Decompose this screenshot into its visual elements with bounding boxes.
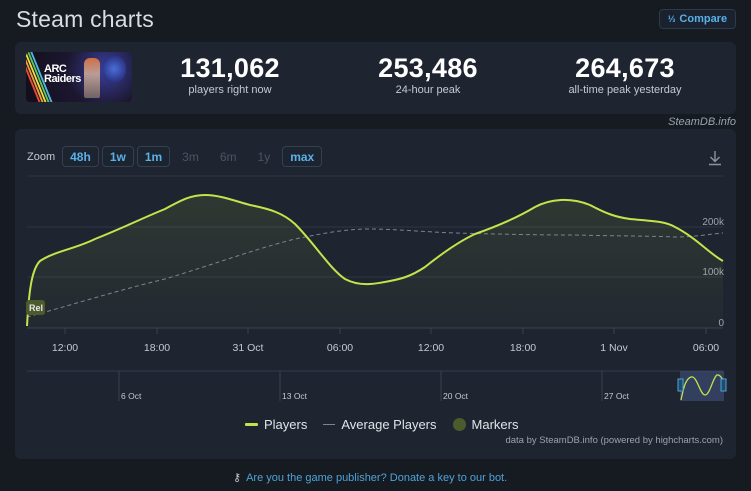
legend-average-players[interactable]: Average Players (323, 417, 437, 432)
players-swatch (245, 423, 258, 426)
character-art (102, 54, 126, 84)
svg-text:Rel: Rel (29, 303, 43, 313)
navigator-handle-left (677, 378, 684, 392)
markers-swatch (452, 418, 466, 431)
key-icon: ⚷ (233, 472, 242, 484)
players-area (27, 195, 723, 328)
game-logo: ARC Raiders (44, 63, 81, 85)
svg-text:6 Oct: 6 Oct (121, 391, 142, 401)
svg-text:18:00: 18:00 (510, 342, 536, 354)
stat-current-players: 131,062 players right now (180, 53, 280, 96)
zoom-max-button[interactable]: max (282, 146, 323, 167)
steamdb-watermark: SteamDB.info (668, 116, 736, 128)
sort-numeric-icon: ⅓ (667, 13, 676, 24)
average-swatch (323, 424, 336, 425)
zoom-1m-button[interactable]: 1m (136, 146, 171, 167)
zoom-label: Zoom (27, 150, 56, 163)
svg-text:13 Oct: 13 Oct (282, 391, 308, 401)
zoom-1y-button: 1y (257, 149, 271, 164)
svg-text:27 Oct: 27 Oct (604, 391, 630, 401)
players-chart[interactable]: 200k 100k 0 Rel 12:00 18:00 31 (15, 129, 736, 459)
compare-label: Compare (679, 13, 728, 25)
legend-players[interactable]: Players (245, 417, 307, 432)
compare-button[interactable]: ⅓ Compare (659, 9, 736, 29)
stats-panel: ARC Raiders 131,062 players right now 25… (15, 42, 736, 114)
zoom-6m-button: 6m (219, 149, 237, 164)
navigator-handle-right (720, 378, 727, 392)
average-players-line (26, 228, 724, 318)
release-marker[interactable]: Rel (26, 300, 45, 315)
svg-text:12:00: 12:00 (52, 342, 78, 354)
navigator-series (680, 374, 725, 401)
svg-text:18:00: 18:00 (144, 342, 170, 354)
zoom-1w-button[interactable]: 1w (101, 146, 134, 167)
svg-text:06:00: 06:00 (327, 342, 353, 354)
chart-legend: Players Average Players Markers (245, 417, 518, 432)
page-title: Steam charts (16, 6, 154, 32)
navigator[interactable]: 6 Oct 13 Oct 20 Oct 27 Oct (27, 370, 727, 401)
x-axis-ticks (64, 328, 707, 334)
svg-text:06:00: 06:00 (693, 342, 719, 354)
svg-text:1 Nov: 1 Nov (600, 342, 628, 354)
astronaut-art (84, 58, 100, 98)
zoom-48h-button[interactable]: 48h (62, 146, 99, 167)
zoom-3m-button: 3m (182, 149, 199, 164)
navigator-labels: 6 Oct 13 Oct 20 Oct 27 Oct (121, 391, 630, 401)
svg-text:12:00: 12:00 (418, 342, 444, 354)
svg-text:20 Oct: 20 Oct (443, 391, 469, 401)
chart-credit[interactable]: data by SteamDB.info (powered by highcha… (505, 435, 723, 446)
zoom-controls: Zoom 48h 1w 1m 3m 6m 1y max (27, 146, 323, 167)
players-line (26, 193, 724, 327)
stat-all-time-peak: 264,673 all-time peak yesterday (568, 53, 682, 96)
download-icon[interactable] (708, 150, 722, 166)
game-thumbnail[interactable]: ARC Raiders (26, 52, 132, 102)
legend-markers[interactable]: Markers (452, 417, 518, 432)
svg-text:31 Oct: 31 Oct (233, 342, 264, 354)
stat-24h-peak: 253,486 24-hour peak (378, 53, 478, 96)
y-tick-200k: 200k (702, 217, 725, 228)
x-axis-labels: 12:00 18:00 31 Oct 06:00 12:00 18:00 1 N… (52, 342, 719, 354)
chart-panel: Zoom 48h 1w 1m 3m 6m 1y max 200k 100k 0 (15, 129, 736, 459)
donate-key-link[interactable]: ⚷ Are you the game publisher? Donate a k… (233, 471, 508, 485)
